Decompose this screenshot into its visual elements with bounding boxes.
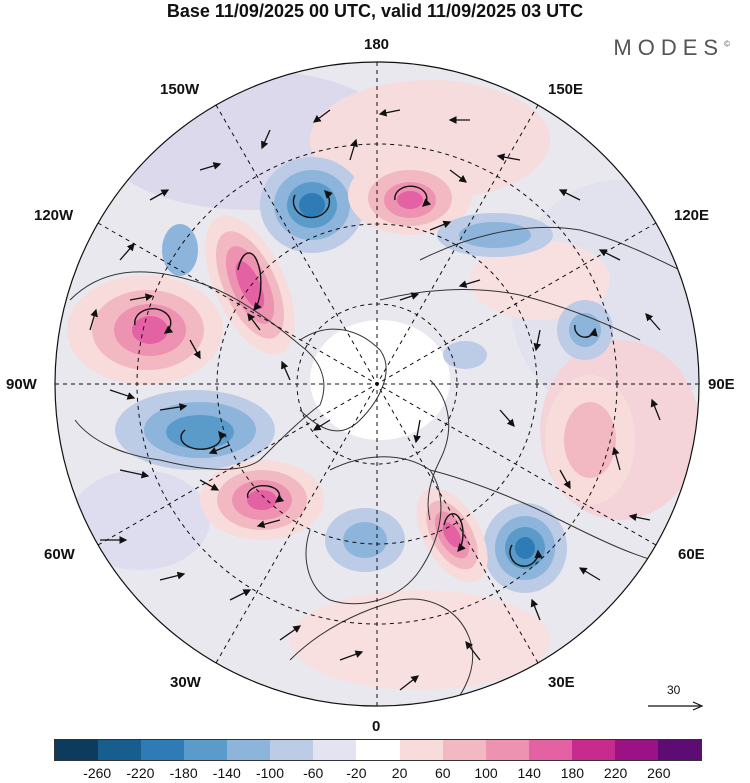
colorbar-swatch xyxy=(442,740,486,760)
lon-label-120e: 120E xyxy=(674,207,710,224)
lon-label-60w: 60W xyxy=(44,546,75,563)
colorbar-swatch xyxy=(399,740,443,760)
brand-mark: © xyxy=(724,39,730,49)
colorbar-swatch xyxy=(614,740,658,760)
anomaly-center xyxy=(325,213,553,572)
colorbar xyxy=(54,739,702,761)
colorbar-tick-label: 140 xyxy=(517,765,541,781)
graticule xyxy=(55,62,699,706)
colorbar-swatch xyxy=(571,740,615,760)
colorbar-swatch xyxy=(141,740,185,760)
lon-label-150w: 150W xyxy=(160,81,200,98)
lon-label-0: 0 xyxy=(372,718,381,735)
colorbar-swatch xyxy=(313,740,357,760)
vector-scale-label: 30 xyxy=(667,683,681,697)
colorbar-swatch xyxy=(98,740,142,760)
colorbar-swatch xyxy=(227,740,271,760)
lon-label-60e: 60E xyxy=(678,546,705,563)
colorbar-ticks: -260 -220 -180 -140 -100 -60 -20 20 60 100 140 180 2… xyxy=(0,765,750,783)
colorbar-swatch xyxy=(184,740,228,760)
wind-vectors xyxy=(89,108,661,691)
colorbar-tick-label: -180 xyxy=(169,765,198,781)
anomaly-center xyxy=(200,460,324,540)
colorbar-tick-label: -60 xyxy=(303,765,324,781)
colorbar-swatch xyxy=(270,740,314,760)
light-positive-region xyxy=(290,590,550,690)
colorbar-tick-label: -260 xyxy=(83,765,112,781)
brand-logo: MODES© xyxy=(613,35,730,61)
vector-scale-arrow xyxy=(648,701,704,711)
lon-label-180: 180 xyxy=(364,36,390,53)
map-disc xyxy=(55,62,699,706)
anomaly-center xyxy=(162,224,613,369)
colorbar-tick-label: 100 xyxy=(474,765,498,781)
anomaly-center xyxy=(260,157,364,253)
lon-label-90w: 90W xyxy=(6,376,37,393)
light-negative-region xyxy=(70,470,210,570)
anomaly-center xyxy=(348,155,472,235)
colorbar-tick-label: 260 xyxy=(647,765,671,781)
lon-label-30e: 30E xyxy=(548,674,575,691)
light-positive-region xyxy=(470,240,610,320)
anomaly-center xyxy=(67,275,223,385)
colorbar-swatch xyxy=(528,740,572,760)
anomaly-center xyxy=(115,390,275,470)
anomaly-center xyxy=(205,215,295,355)
colorbar-swatch xyxy=(485,740,529,760)
colorbar-tick-label: 20 xyxy=(391,765,408,781)
colorbar-swatch xyxy=(657,740,701,760)
lon-label-150e: 150E xyxy=(548,81,584,98)
brand-name: MODES xyxy=(613,35,725,60)
map-title: Base 11/09/2025 00 UTC, valid 11/09/2025… xyxy=(166,1,584,21)
lon-label-120w: 120W xyxy=(34,207,74,224)
colorbar-tick-label: 60 xyxy=(435,765,451,781)
colorbar-swatch xyxy=(356,740,400,760)
colorbar-tick-label: -220 xyxy=(126,765,155,781)
anomaly-center xyxy=(545,375,635,505)
colorbar-tick-label: -140 xyxy=(212,765,241,781)
colorbar-tick-label: -20 xyxy=(346,765,367,781)
lon-label-90e: 90E xyxy=(708,376,735,393)
circulation-arrows xyxy=(134,185,598,567)
colorbar-tick-label: 220 xyxy=(603,765,628,781)
anomaly-center xyxy=(483,503,567,593)
colorbar-swatch xyxy=(55,740,99,760)
colorbar-tick-label: 180 xyxy=(560,765,585,781)
lon-label-30w: 30W xyxy=(170,674,201,691)
map-boundary xyxy=(54,61,700,707)
pole-region xyxy=(310,320,450,440)
polar-map xyxy=(54,61,700,707)
colorbar-tick-label: -100 xyxy=(255,765,285,781)
